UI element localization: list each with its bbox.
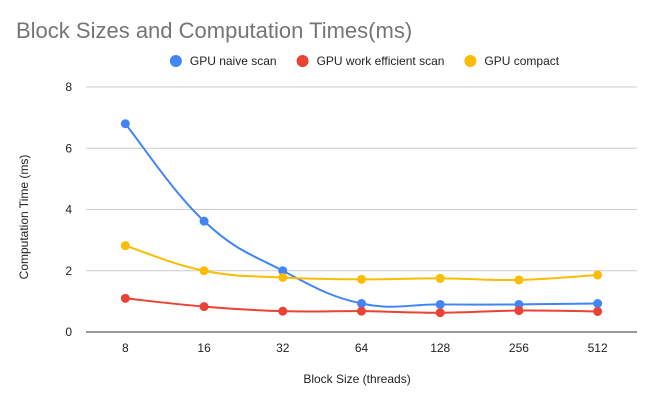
data-point: [120, 119, 130, 129]
data-point: [120, 293, 130, 303]
data-point: [435, 273, 445, 283]
data-point: [357, 274, 366, 284]
series-3: [120, 241, 603, 285]
y-tick-label: 6: [65, 141, 72, 155]
data-point: [199, 216, 209, 226]
legend: GPU naive scan GPU work efficient scan GPU…: [169, 54, 560, 68]
data-point: [278, 306, 288, 316]
legend-item: GPU compact: [464, 54, 560, 68]
y-tick-label: 0: [65, 325, 72, 339]
legend-label: GPU compact: [484, 54, 559, 68]
y-tick-label: 8: [65, 80, 72, 94]
y-axis-title: Computation Time (ms): [17, 155, 31, 280]
legend-item: GPU work efficient scan: [296, 54, 445, 68]
chart-title: Block Sizes and Computation Times(ms): [16, 18, 412, 43]
data-point: [593, 306, 603, 316]
x-tick-label: 64: [355, 341, 369, 355]
x-tick-label: 16: [197, 341, 211, 355]
data-point: [278, 272, 288, 282]
data-point: [357, 306, 366, 316]
data-point: [435, 299, 445, 309]
data-point: [357, 299, 366, 309]
data-point: [514, 275, 524, 285]
legend-marker: [464, 55, 477, 67]
series-layer: [120, 119, 603, 318]
x-axis-title: Block Size (threads): [303, 372, 410, 386]
y-tick-label: 2: [65, 264, 72, 278]
legend-item: GPU naive scan: [169, 54, 277, 68]
y-axis-ticks: 0 2 4 6 8: [65, 80, 72, 339]
data-point: [593, 299, 603, 309]
x-tick-label: 512: [588, 341, 608, 355]
legend-marker: [296, 55, 309, 67]
x-tick-label: 256: [509, 341, 529, 355]
series-2: [120, 293, 603, 318]
data-point: [514, 306, 524, 316]
legend-label: GPU naive scan: [190, 54, 277, 68]
x-tick-label: 32: [276, 341, 290, 355]
data-point: [199, 302, 209, 312]
x-tick-label: 128: [430, 341, 450, 355]
data-point: [435, 308, 445, 318]
legend-label: GPU work efficient scan: [317, 54, 445, 68]
y-tick-label: 4: [65, 203, 72, 217]
x-axis-ticks: 8 16 32 64 128 256 512: [122, 341, 608, 355]
gridlines: [86, 86, 637, 333]
data-point: [593, 270, 603, 280]
data-point: [120, 241, 130, 251]
data-point: [199, 266, 209, 276]
data-point: [278, 266, 288, 276]
x-tick-label: 8: [122, 341, 129, 355]
legend-marker: [169, 55, 182, 67]
series-1: [120, 119, 603, 309]
